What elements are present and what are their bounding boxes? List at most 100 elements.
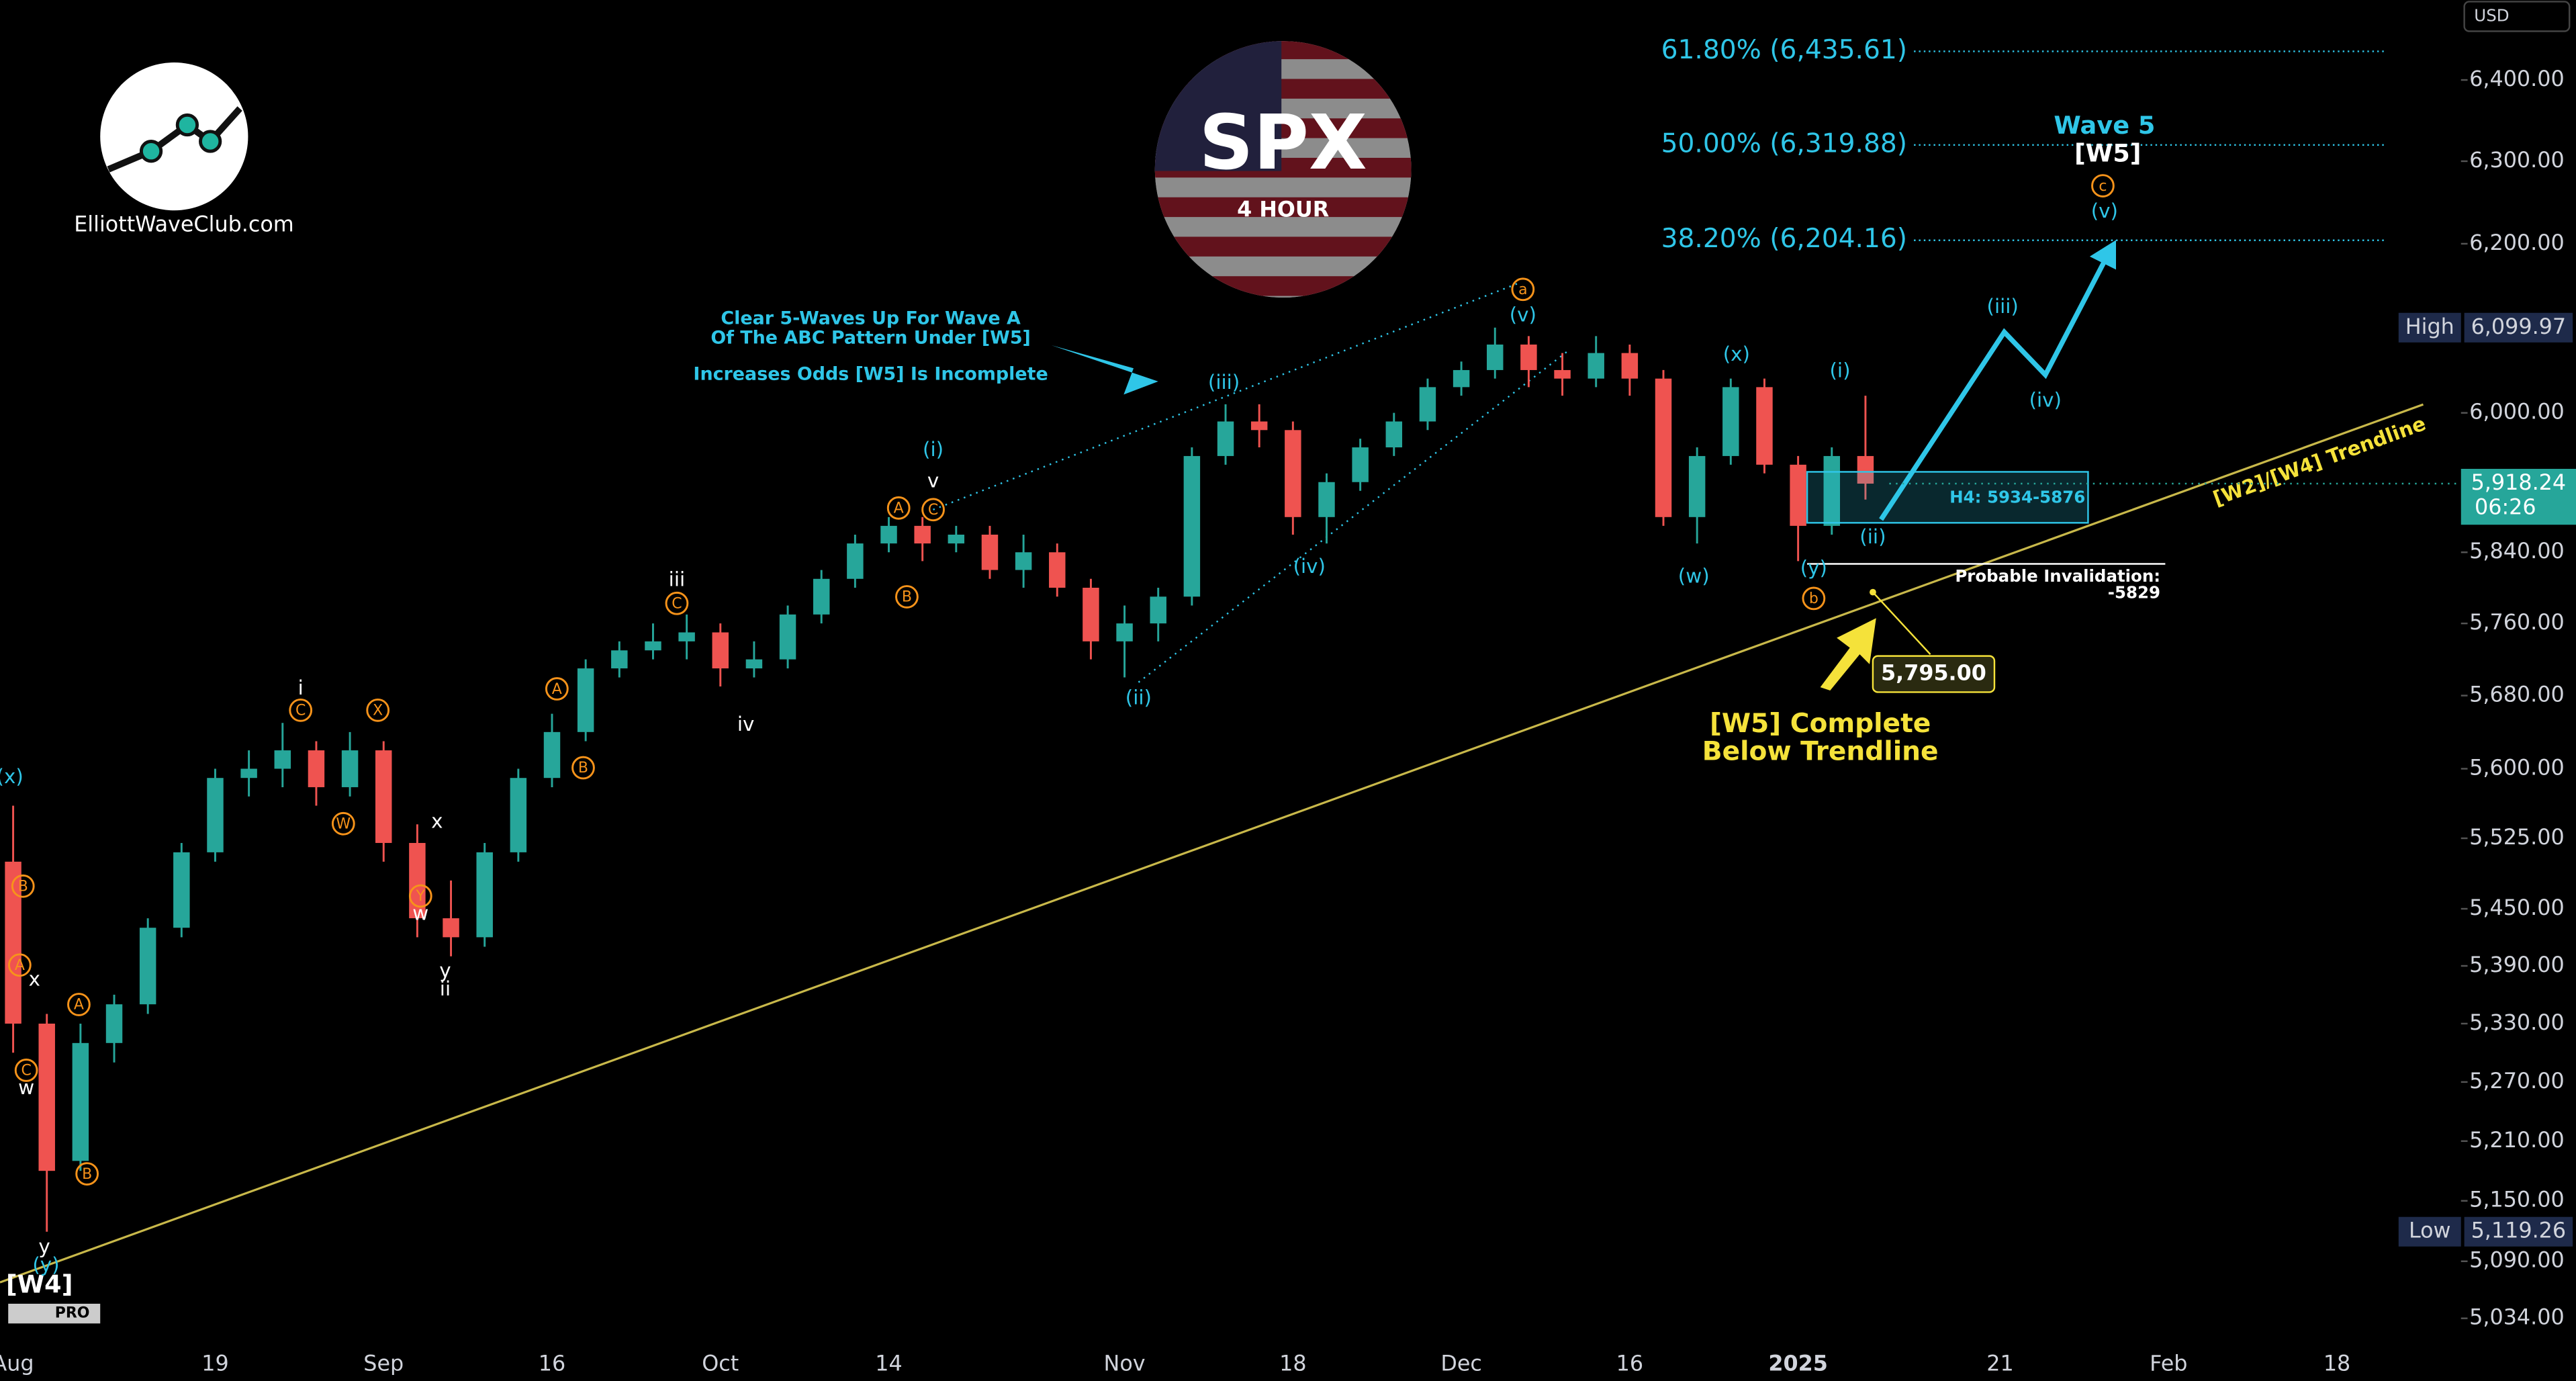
- y-tick-label: 5,210.00: [2469, 1127, 2565, 1153]
- wave-label: A: [552, 681, 562, 698]
- last-price: 5,918.24: [2471, 470, 2567, 495]
- wave-label: B: [82, 1166, 92, 1183]
- candle-body: [678, 632, 695, 641]
- wave-label: [W5]: [2074, 139, 2142, 168]
- wave-label: (x): [0, 765, 24, 788]
- wave-label: C: [672, 595, 682, 612]
- projection: [1879, 253, 2111, 521]
- wave-label: iii: [669, 568, 685, 591]
- candle-body: [1857, 455, 1874, 484]
- zone-label: H4: 5934-5876: [1949, 488, 2085, 507]
- wave-label: c: [2099, 178, 2107, 195]
- wave-circle: [545, 677, 569, 701]
- wave-circle: [1802, 586, 1826, 611]
- target-box: [1872, 655, 1996, 693]
- y-tick-label: 5,760.00: [2469, 609, 2565, 635]
- candle-body: [1487, 344, 1504, 370]
- candle-body: [1823, 455, 1840, 526]
- wave-label: B: [18, 878, 28, 895]
- candle-body: [779, 614, 796, 660]
- y-tick-label: 6,400.00: [2469, 66, 2565, 91]
- low-name: Low: [2409, 1218, 2451, 1243]
- candle-body: [308, 750, 325, 787]
- high-name: High: [2405, 314, 2454, 339]
- x-tick-label: Feb: [2150, 1351, 2187, 1376]
- high-price: 6,099.97: [2471, 314, 2567, 339]
- wave-label: (v): [1510, 303, 1536, 326]
- x-tick-label: 2025: [1768, 1351, 1827, 1376]
- wave-label: (i): [923, 438, 944, 461]
- invalidation-text: Probable Invalidation:: [1955, 566, 2160, 586]
- wave-label: b: [1809, 590, 1819, 607]
- fib-label: 50.00% (6,319.88): [1661, 128, 1907, 159]
- candle-body: [712, 632, 729, 669]
- trendline: [0, 403, 2424, 1284]
- logo-text: ElliottWaveClub.com: [74, 211, 294, 236]
- candle-body: [1250, 421, 1268, 431]
- candle-body: [207, 778, 224, 852]
- candle-body: [240, 768, 257, 778]
- x-tick-label: Oct: [702, 1351, 739, 1376]
- wave-circle: [366, 698, 390, 722]
- last-price-box: [2460, 468, 2576, 525]
- y-tick-label: 5,450.00: [2469, 895, 2565, 920]
- wave-circle: [14, 1059, 38, 1082]
- currency-select[interactable]: [2463, 1, 2571, 32]
- y-tick-label: 5,840.00: [2469, 538, 2565, 564]
- zone: [1806, 471, 2089, 524]
- y-tick-label: 5,150.00: [2469, 1187, 2565, 1212]
- badge-subtitle: 4 HOUR: [1237, 196, 1329, 222]
- projection-head: [2089, 240, 2116, 270]
- candle-body: [1419, 387, 1436, 422]
- wave-label: C: [21, 1063, 31, 1079]
- wave-circle: [11, 874, 35, 898]
- wave-label: (i): [1829, 359, 1850, 382]
- low-price: 5,119.26: [2471, 1218, 2567, 1243]
- y-tick-label: 5,390.00: [2469, 952, 2565, 977]
- candle-body: [880, 525, 897, 544]
- currency: USD: [2474, 5, 2509, 25]
- price-axis: [2460, 0, 2576, 1381]
- invalidation-text: -5829: [2108, 583, 2160, 603]
- candle-body: [1318, 482, 1335, 517]
- wave-label: w: [18, 1076, 34, 1099]
- wave-label: A: [15, 957, 25, 974]
- candle-body: [510, 778, 527, 852]
- candle-body: [1049, 552, 1066, 588]
- wave-circle: [571, 756, 595, 780]
- conclusion: Below Trendline: [1702, 737, 1939, 767]
- wave-circle: [67, 993, 91, 1016]
- candle-body: [611, 650, 628, 669]
- candle-body: [1352, 447, 1369, 482]
- note: Increases Odds [W5] Is Incomplete: [693, 364, 1048, 385]
- candle-body: [813, 578, 830, 615]
- logo: ElliottWaveClub.com: [74, 62, 294, 236]
- candle-body: [274, 750, 291, 769]
- candle-body: [1453, 369, 1470, 388]
- wave-label: (iv): [1293, 555, 1326, 578]
- candle-body: [1183, 455, 1201, 597]
- wave-label: (v): [2091, 199, 2118, 222]
- candle-body: [577, 668, 594, 732]
- wave-label: x: [431, 809, 443, 832]
- wave-label: C: [928, 502, 938, 519]
- wave-label: v: [927, 470, 939, 492]
- wave-label: ii: [440, 977, 451, 1000]
- target-leader: [1872, 591, 1931, 655]
- candle-body: [341, 750, 359, 787]
- wave-label: (iv): [2029, 389, 2062, 412]
- candle-body: [645, 641, 661, 651]
- candle-body: [1150, 596, 1166, 624]
- candle-body: [38, 1023, 55, 1171]
- wave-circle: [408, 884, 432, 908]
- wave-label: A: [894, 500, 904, 517]
- wave-label: C: [295, 703, 306, 719]
- candle-body: [72, 1042, 89, 1161]
- y-tick-label: 5,090.00: [2469, 1247, 2565, 1273]
- candle-body: [1790, 464, 1806, 526]
- candle-body: [914, 525, 931, 544]
- candle-body: [745, 659, 763, 669]
- fib-label: 38.20% (6,204.16): [1661, 224, 1907, 254]
